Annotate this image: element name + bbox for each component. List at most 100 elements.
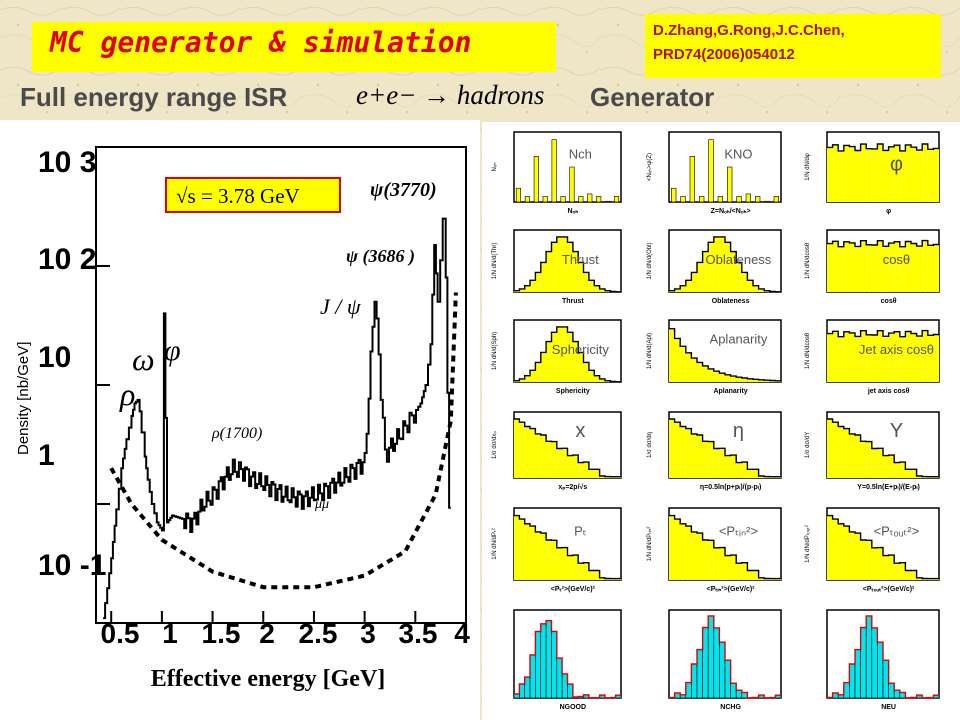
x-tick-marks — [110, 611, 467, 623]
panel-label: <Pₜᵢₙ²> — [719, 523, 758, 538]
histogram-bin — [725, 455, 731, 478]
histogram-bin — [827, 333, 833, 382]
histogram-bin — [916, 246, 923, 292]
histogram-bin — [877, 448, 883, 478]
histogram-bin — [680, 285, 686, 292]
histogram-bin — [741, 692, 748, 699]
histogram-bin — [838, 150, 844, 202]
histogram-bin — [905, 144, 911, 202]
histogram-bin — [911, 469, 917, 478]
histogram-bin — [871, 148, 878, 202]
histogram-bin — [849, 242, 855, 292]
histogram-bin — [741, 378, 748, 382]
histogram-bin — [540, 435, 547, 478]
histogram-bin — [588, 469, 595, 478]
y-tick-label: 10 -1 — [38, 549, 106, 582]
panel-label: Thrust — [562, 252, 599, 267]
histogram-bin — [587, 193, 593, 203]
histogram-bin — [849, 531, 855, 580]
histogram-bin — [843, 682, 850, 699]
panel-xlabel: Nₒₕ — [567, 208, 578, 215]
histogram-bin — [540, 352, 547, 382]
histogram-bin — [922, 578, 928, 580]
histogram-bin — [691, 663, 698, 699]
histogram-bin — [594, 469, 600, 478]
histogram-bin — [769, 380, 776, 382]
histogram-bin — [888, 333, 895, 382]
histogram-bin — [719, 547, 725, 580]
histogram-bin — [546, 539, 552, 580]
panel-nchg: NCHG — [668, 609, 782, 711]
histogram-bin — [669, 419, 675, 478]
histogram-bin — [877, 547, 883, 580]
histogram-bin — [594, 285, 600, 292]
histogram-bin — [530, 428, 536, 478]
x-axis-label: Effective energy [GeV] — [151, 666, 386, 692]
histogram-bin — [567, 332, 573, 382]
histogram-bin — [727, 166, 733, 203]
histogram-bin — [888, 682, 895, 699]
histogram-bin — [911, 243, 917, 292]
histogram-bin — [713, 236, 720, 292]
histogram-bin — [562, 326, 568, 382]
histogram-bin — [702, 251, 709, 292]
histogram-bin — [832, 422, 839, 478]
histogram-bin — [674, 422, 681, 478]
formula-arrow: → — [423, 80, 451, 110]
panel-label: φ — [890, 154, 903, 176]
histogram-bin — [849, 332, 855, 382]
histogram-bin — [708, 540, 714, 580]
panel-label: Aplanarity — [710, 332, 768, 347]
mc-line — [514, 418, 621, 478]
histogram-bin — [669, 328, 675, 382]
histogram-bin — [515, 187, 521, 203]
histogram-bin — [911, 570, 917, 580]
histogram-bin — [572, 341, 579, 382]
histogram-bin — [514, 515, 520, 580]
histogram-bin — [546, 441, 552, 478]
annotation-psi3770: ψ(3770) — [370, 179, 437, 201]
histogram-bin — [773, 196, 779, 203]
histogram-bin — [916, 150, 923, 202]
histogram-bin — [933, 334, 939, 382]
histogram-bin — [674, 692, 681, 699]
histogram-bin — [758, 577, 765, 580]
reference-highlight — [645, 14, 941, 78]
histogram-bin — [572, 455, 579, 478]
panel-label: KNO — [724, 147, 752, 162]
histogram-bin — [849, 663, 856, 699]
histogram-bin — [708, 242, 714, 292]
histogram-bin — [713, 627, 720, 699]
histogram-bin — [524, 426, 531, 478]
histogram-bin — [519, 519, 525, 580]
histogram-bin — [753, 285, 759, 292]
histogram-bin — [838, 336, 844, 382]
histogram-bin — [860, 441, 867, 478]
histogram-bin — [567, 455, 573, 478]
histogram-bin — [764, 578, 770, 580]
x-tick-label: 3 — [360, 618, 376, 649]
histogram-bin — [545, 620, 552, 699]
subtitle-right: Generator — [590, 82, 715, 112]
histogram-bin — [599, 288, 605, 292]
histogram-bin — [614, 196, 620, 203]
histogram-bin — [883, 336, 889, 382]
histogram-bin — [588, 570, 595, 580]
histogram-bin — [561, 673, 568, 699]
histogram-bin — [736, 462, 742, 478]
histogram-bin — [680, 523, 686, 580]
histogram-bin — [747, 570, 753, 580]
panel-label: Nch — [569, 147, 592, 162]
panel-label: Jet axis cosθ — [859, 342, 934, 357]
histogram-bin — [838, 523, 844, 580]
distribution-panels-grid: Nch Nₒₕ Nₒₕ KNO Z=Nₒₕ/<Nₒₕ> <Nₒₕ>ψ(Z) φ φ 1/N dN… — [482, 122, 960, 720]
y-tick-marks — [96, 146, 110, 624]
y-tick-label: 1 — [38, 439, 55, 472]
histogram-bin — [871, 334, 878, 382]
panel-p: <Pₜₒᵤₜ²> <Pₜₒᵤₜ²>(GeV/c)² 1/N dN/dPₜₒᵤₜ² — [805, 507, 940, 593]
histogram-bin — [855, 533, 861, 580]
histogram-bin — [702, 627, 709, 699]
hadron-cross-section-line — [103, 217, 451, 620]
histogram-bin — [866, 540, 872, 580]
panel-y: Y Y=0.5ln(E+pₗ)/(E-pₗ) 1/σ dσ/dY — [805, 411, 940, 491]
